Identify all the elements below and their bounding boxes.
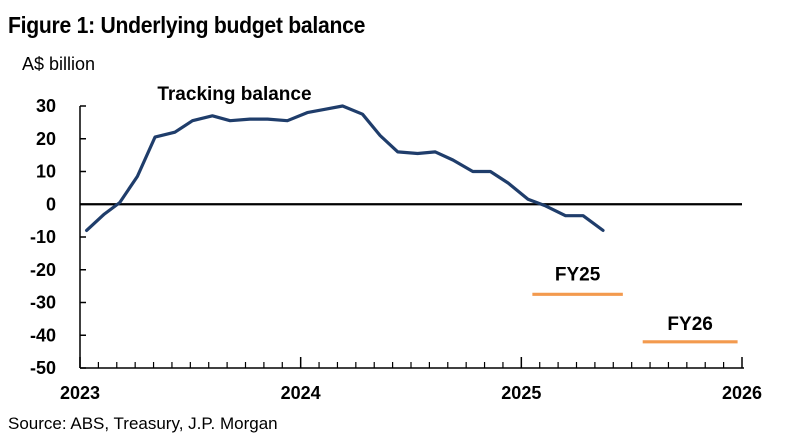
series-group xyxy=(84,104,738,344)
y-tick-label: -20 xyxy=(30,260,56,280)
y-axis-units-label: A$ billion xyxy=(22,54,96,74)
y-tick-label: -30 xyxy=(30,293,56,313)
y-tick-label: -50 xyxy=(30,358,56,378)
labels-group: Tracking balance FY25 FY26 xyxy=(157,84,712,335)
fy26-label: FY26 xyxy=(667,314,712,335)
y-tick-label: 10 xyxy=(36,162,56,182)
y-tick-label: 0 xyxy=(46,194,56,214)
y-tick-label: 30 xyxy=(36,96,56,116)
y-tick-label: -40 xyxy=(30,325,56,345)
x-tick-label: 2025 xyxy=(501,383,541,403)
x-tick-label: 2026 xyxy=(722,383,762,403)
fy25-label: FY25 xyxy=(555,264,601,285)
y-tick-label: -10 xyxy=(30,227,56,247)
source-note: Source: ABS, Treasury, J.P. Morgan xyxy=(8,414,278,433)
tracking-balance-label: Tracking balance xyxy=(157,84,311,105)
chart-title: Figure 1: Underlying budget balance xyxy=(8,12,366,38)
y-tick-label: 20 xyxy=(36,129,56,149)
x-tick-label: 2024 xyxy=(281,383,321,403)
x-tick-label: 2023 xyxy=(60,383,100,403)
tracking-balance-line xyxy=(84,104,605,232)
